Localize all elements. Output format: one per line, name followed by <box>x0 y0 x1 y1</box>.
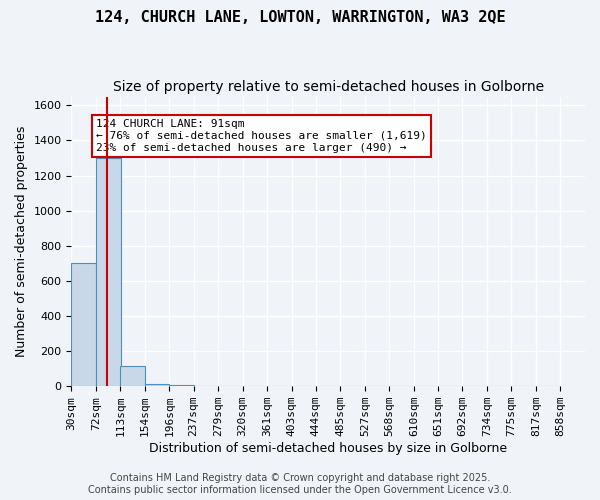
Text: 124 CHURCH LANE: 91sqm
← 76% of semi-detached houses are smaller (1,619)
23% of : 124 CHURCH LANE: 91sqm ← 76% of semi-det… <box>96 120 427 152</box>
Text: Contains HM Land Registry data © Crown copyright and database right 2025.
Contai: Contains HM Land Registry data © Crown c… <box>88 474 512 495</box>
Text: 124, CHURCH LANE, LOWTON, WARRINGTON, WA3 2QE: 124, CHURCH LANE, LOWTON, WARRINGTON, WA… <box>95 10 505 25</box>
Bar <box>96 158 121 386</box>
X-axis label: Distribution of semi-detached houses by size in Golborne: Distribution of semi-detached houses by … <box>149 442 507 455</box>
Title: Size of property relative to semi-detached houses in Golborne: Size of property relative to semi-detach… <box>113 80 544 94</box>
Y-axis label: Number of semi-detached properties: Number of semi-detached properties <box>15 126 28 357</box>
Bar <box>145 384 169 386</box>
Bar <box>71 264 96 386</box>
Bar <box>121 366 145 386</box>
